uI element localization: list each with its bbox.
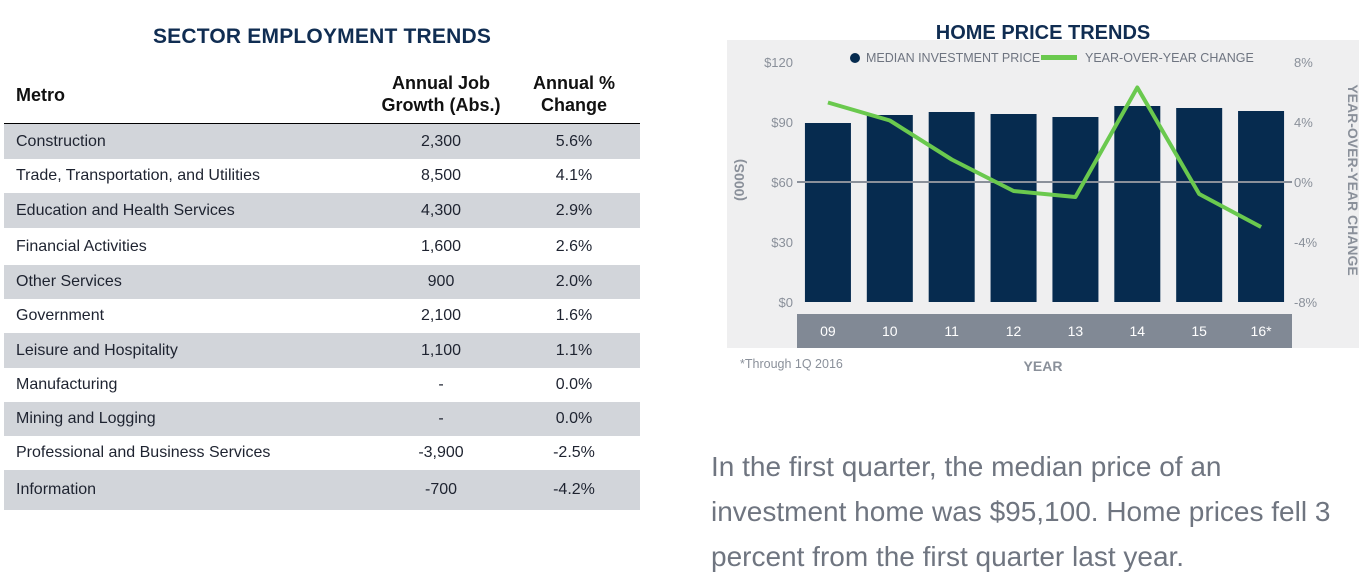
cell-annual-job-growth: 2,100: [420, 307, 462, 324]
left-tick-label: $30: [771, 235, 793, 250]
table-row: Financial Activities 1,600 2.6%: [4, 228, 640, 265]
legend-bar-swatch: [850, 53, 860, 63]
bar-series: [804, 106, 1285, 302]
right-axis-ticks: -8% -4% 0% 4% 8%: [1294, 55, 1318, 310]
cell-annual-job-growth: -3,900: [418, 444, 464, 461]
cell-metro: Leisure and Hospitality: [16, 342, 178, 359]
table-row: Leisure and Hospitality 1,100 1.1%: [4, 333, 640, 368]
left-tick-label: $0: [779, 295, 793, 310]
cell-annual-percent-change: 2.0%: [555, 273, 593, 290]
cell-annual-percent-change: -4.2%: [553, 481, 595, 498]
cell-metro: Government: [16, 307, 105, 324]
cell-metro: Professional and Business Services: [16, 444, 271, 461]
left-tick-label: $60: [771, 175, 793, 190]
cell-annual-percent-change: 1.6%: [555, 307, 593, 324]
table-header: Metro Annual Job Growth (Abs.) Annual % Ch…: [4, 70, 640, 126]
x-tick-label: 15: [1191, 323, 1207, 339]
cell-annual-job-growth: 1,600: [420, 238, 462, 255]
right-tick-label: 8%: [1294, 55, 1313, 70]
left-tick-label: $90: [771, 115, 793, 130]
table-row: Trade, Transportation, and Utilities 8,50…: [4, 159, 640, 193]
yoy-change-line: [827, 85, 1263, 229]
x-tick-label: 09: [820, 323, 836, 339]
legend: MEDIAN INVESTMENT PRICE YEAR-OVER-YEAR C…: [850, 51, 1254, 65]
x-tick-label: 12: [1006, 323, 1022, 339]
cell-metro: Construction: [16, 133, 106, 150]
cell-annual-job-growth: 900: [427, 273, 455, 290]
x-axis-ticks: 09 10 11 12 13 14 15 16*: [820, 323, 1272, 339]
cell-annual-job-growth: -: [438, 410, 444, 427]
left-tick-label: $120: [764, 55, 793, 70]
right-tick-label: 4%: [1294, 115, 1313, 130]
cell-annual-job-growth: -: [438, 376, 444, 393]
cell-annual-job-growth: 8,500: [420, 167, 462, 184]
cell-annual-job-growth: 1,100: [420, 342, 462, 359]
x-axis-label: YEAR: [1024, 358, 1063, 374]
bar-13: [1052, 117, 1099, 302]
x-tick-label: 11: [944, 323, 959, 339]
x-tick-label: 13: [1068, 323, 1084, 339]
cell-annual-job-growth: 4,300: [420, 202, 462, 219]
cell-annual-job-growth: -700: [424, 481, 458, 498]
x-tick-label: 16*: [1251, 323, 1273, 339]
legend-line-swatch: [1041, 55, 1077, 60]
table-row: Manufacturing - 0.0%: [4, 368, 640, 402]
home-price-chart: HOME PRICE TRENDS MEDIAN INVESTMENT PRIC…: [727, 22, 1361, 374]
table-row: Education and Health Services 4,300 2.9%: [4, 193, 640, 228]
table-row: Mining and Logging - 0.0%: [4, 402, 640, 436]
right-tick-label: -8%: [1294, 295, 1318, 310]
bar-11: [928, 112, 975, 302]
bar-10: [866, 115, 913, 302]
bar-12: [990, 114, 1037, 302]
cell-metro: Trade, Transportation, and Utilities: [16, 167, 260, 184]
x-axis-band: [797, 314, 1292, 348]
x-tick-label: 14: [1130, 323, 1146, 339]
table-title: SECTOR EMPLOYMENT TRENDS: [152, 25, 492, 48]
cell-annual-percent-change: 2.6%: [555, 238, 593, 255]
cell-annual-percent-change: 5.6%: [555, 133, 593, 150]
table-row: Government 2,100 1.6%: [4, 299, 640, 333]
right-tick-label: 0%: [1294, 175, 1313, 190]
right-axis-label: YEAR-OVER-YEAR CHANGE: [1345, 84, 1361, 275]
left-axis-label: (000S): [731, 159, 747, 201]
table-row: Other Services 900 2.0%: [4, 265, 640, 299]
x-tick-label: 10: [882, 323, 898, 339]
bar-14: [1114, 106, 1161, 302]
cell-metro: Manufacturing: [16, 376, 118, 393]
cell-annual-percent-change: 2.9%: [555, 202, 593, 219]
bar-16: [1238, 111, 1285, 302]
table-row: Construction 2,300 5.6%: [4, 124, 640, 159]
chart-title: HOME PRICE TRENDS: [936, 22, 1150, 44]
header-annual-percent-change: Annual % Change: [532, 73, 615, 115]
cell-metro: Information: [16, 481, 97, 498]
left-axis-ticks: $0 $30 $60 $90 $120: [764, 55, 793, 310]
cell-metro: Financial Activities: [16, 238, 147, 255]
bar-09: [804, 123, 851, 302]
cell-annual-percent-change: 1.1%: [555, 342, 593, 359]
cell-metro: Mining and Logging: [16, 410, 156, 427]
cell-metro: Education and Health Services: [16, 202, 235, 219]
table-row: Information -700 -4.2%: [4, 470, 640, 510]
header-metro: Metro: [16, 85, 65, 105]
bar-15: [1176, 108, 1223, 302]
cell-annual-percent-change: -2.5%: [553, 444, 595, 461]
cell-annual-percent-change: 0.0%: [555, 376, 593, 393]
cell-metro: Other Services: [16, 273, 122, 290]
legend-median-investment-price: MEDIAN INVESTMENT PRICE: [866, 51, 1040, 65]
cell-annual-job-growth: 2,300: [420, 133, 462, 150]
cell-annual-percent-change: 4.1%: [555, 167, 593, 184]
table-row: Professional and Business Services -3,900…: [4, 436, 640, 470]
legend-year-over-year-change: YEAR-OVER-YEAR CHANGE: [1085, 51, 1254, 65]
cell-annual-percent-change: 0.0%: [555, 410, 593, 427]
summary-paragraph: In the first quarter, the median price o…: [711, 451, 1331, 572]
chart-footnote: *Through 1Q 2016: [740, 357, 843, 371]
header-annual-job-growth: Annual Job Growth (Abs.): [381, 73, 501, 115]
right-tick-label: -4%: [1294, 235, 1318, 250]
